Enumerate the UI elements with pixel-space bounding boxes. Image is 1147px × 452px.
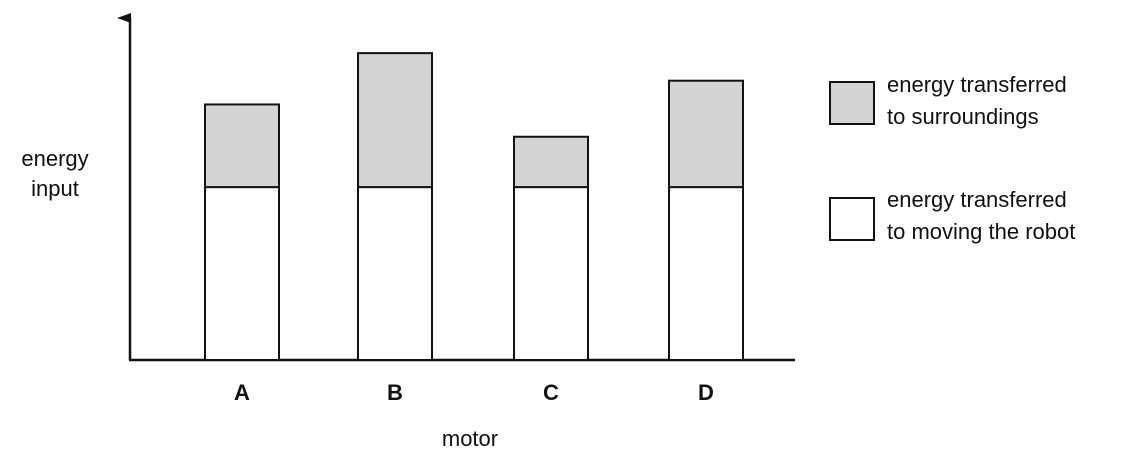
legend: energy transferred to surroundings energ… — [829, 72, 1075, 244]
y-axis-label-line-1: energy — [21, 146, 88, 171]
x-tick-label-b: B — [387, 380, 403, 405]
bar-c-segment-surroundings — [513, 135, 589, 189]
bar-b-segment-moving-robot — [357, 186, 433, 361]
bars-layer — [204, 52, 744, 361]
bar-a-segment-surroundings — [204, 103, 280, 189]
x-tick-label-a: A — [234, 380, 250, 405]
legend-swatch-moving-robot — [829, 197, 875, 241]
x-tick-label-c: C — [543, 380, 559, 405]
tick-labels: A B C D — [234, 380, 714, 405]
legend-label-surroundings-line-2: to surroundings — [887, 104, 1039, 129]
legend-swatch-surroundings — [829, 81, 875, 125]
x-axis-label: motor — [442, 426, 498, 451]
y-axis-label-line-2: input — [31, 176, 79, 201]
legend-label-surroundings-line-1: energy transferred — [887, 72, 1067, 97]
legend-label-moving-robot-line-2: to moving the robot — [887, 219, 1075, 244]
legend-label-moving-robot-line-1: energy transferred — [887, 187, 1067, 212]
bar-c-segment-moving-robot — [513, 186, 589, 361]
bar-d-segment-moving-robot — [668, 186, 744, 361]
x-tick-label-d: D — [698, 380, 714, 405]
bar-d-segment-surroundings — [668, 79, 744, 189]
bar-a-segment-moving-robot — [204, 186, 280, 361]
bar-b-segment-surroundings — [357, 52, 433, 189]
